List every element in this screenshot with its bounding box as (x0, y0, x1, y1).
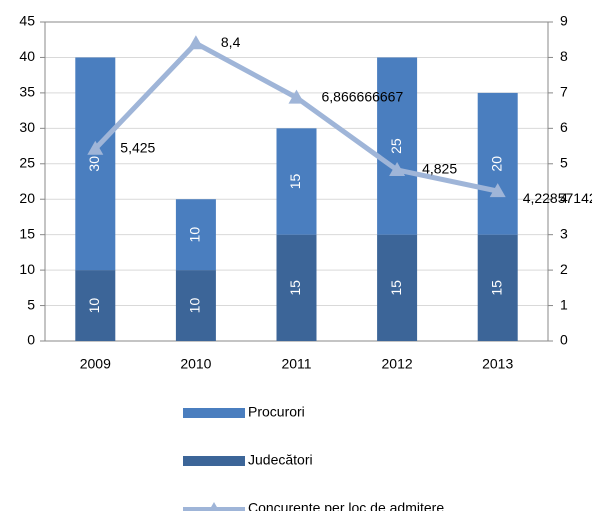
line-marker (389, 161, 406, 176)
bar (175, 270, 216, 341)
line-marker (187, 35, 204, 50)
bar-value-label: 10 (187, 298, 203, 314)
line-value-label: 4,825 (422, 161, 457, 177)
y-tick-label: 25 (19, 154, 35, 170)
legend-label: Concurențe per loc de admitere (248, 500, 444, 511)
line-value-label: 5,425 (120, 139, 155, 155)
bar (377, 234, 418, 341)
bar (175, 199, 216, 271)
y-tick-label: 15 (19, 225, 35, 241)
y-tick-label: 20 (19, 190, 35, 206)
line-marker (87, 140, 104, 155)
line-marker (288, 89, 305, 104)
y-tick-label: 45 (19, 13, 35, 29)
line-value-label: 6,866666667 (322, 88, 404, 104)
y2-tick-label: 4 (560, 190, 568, 206)
bar-value-label: 20 (488, 156, 504, 172)
y-tick-label: 5 (27, 296, 35, 312)
y-tick-label: 35 (19, 84, 35, 100)
legend-label: Judecători (248, 452, 313, 468)
bar-value-label: 15 (388, 280, 404, 296)
bar (477, 92, 518, 235)
legend-swatch (183, 408, 245, 418)
y2-tick-label: 0 (560, 332, 568, 348)
legend-label: Procurori (248, 404, 305, 420)
y2-tick-label: 1 (560, 296, 568, 312)
legend-marker (208, 502, 220, 511)
y-tick-label: 0 (27, 332, 35, 348)
y-tick-label: 10 (19, 261, 35, 277)
bar (477, 234, 518, 341)
bar-value-label: 15 (287, 280, 303, 296)
bar (276, 234, 317, 341)
bar (75, 270, 116, 341)
bar-value-label: 25 (388, 138, 404, 154)
y2-tick-label: 5 (560, 154, 568, 170)
y2-tick-label: 8 (560, 48, 568, 64)
line-value-label: 4,228571429 (523, 190, 592, 206)
bar-value-label: 15 (287, 174, 303, 190)
bar-value-label: 10 (187, 227, 203, 243)
x-tick-label: 2009 (80, 356, 111, 372)
line-value-label: 8,4 (221, 34, 241, 50)
bar-value-label: 10 (86, 298, 102, 314)
x-tick-label: 2011 (281, 356, 311, 372)
y-tick-label: 30 (19, 119, 35, 135)
y2-tick-label: 6 (560, 119, 568, 135)
line-marker (489, 183, 506, 198)
legend-swatch (183, 456, 245, 466)
x-tick-label: 2012 (382, 356, 413, 372)
x-tick-label: 2013 (482, 356, 513, 372)
y-tick-label: 40 (19, 48, 35, 64)
y2-tick-label: 7 (560, 84, 568, 100)
bar-value-label: 15 (488, 280, 504, 296)
y2-tick-label: 9 (560, 13, 568, 29)
x-tick-label: 2010 (180, 356, 211, 372)
y2-tick-label: 3 (560, 225, 568, 241)
y2-tick-label: 2 (560, 261, 568, 277)
bar (276, 128, 317, 235)
bar-value-label: 30 (86, 156, 102, 172)
bar (377, 57, 418, 235)
bar (75, 57, 116, 271)
